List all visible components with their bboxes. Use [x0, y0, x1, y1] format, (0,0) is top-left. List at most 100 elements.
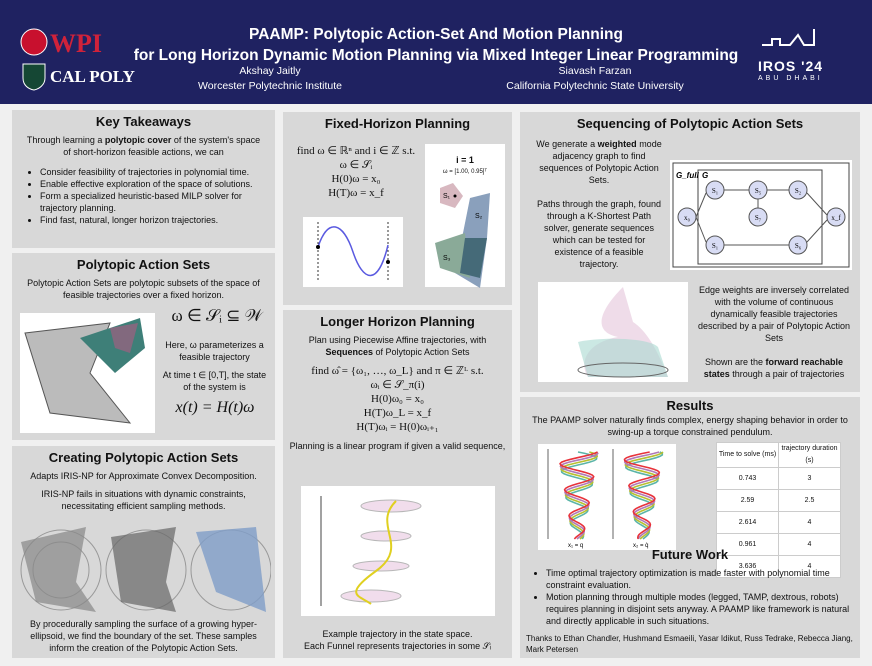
cell: 2.59 [716, 489, 779, 512]
table-row: 0.743 3 [716, 467, 841, 490]
longer-horizon-title: Longer Horizon Planning [320, 314, 475, 329]
polytopic-sets-intro: Polytopic Action Sets are polytopic subs… [27, 278, 260, 300]
parameter-text: Here, ω parameterizes a feasible traject… [165, 340, 264, 362]
creating-p2: IRIS-NP fails in situations with dynamic… [41, 489, 246, 511]
cell: 4 [778, 511, 841, 534]
iros-location: ABU DHABI [758, 75, 823, 82]
fixed-horizon-equations: find ω ∈ ℝⁿ and i ∈ ℤ s.t. ω ∈ 𝒮ᵢ H(0)ω = … [296, 145, 416, 199]
iros-emblem-icon [762, 29, 815, 46]
polytope-figure [20, 313, 155, 433]
creating-p1: Adapts IRIS-NP for Approximate Convex De… [30, 471, 257, 481]
iros-logo: IROS '24 [758, 58, 824, 74]
x-axis-label: x₁ = q [568, 543, 583, 549]
svg-text:S₁: S₁ [712, 187, 718, 195]
longer-horizon-equations: find ω̂ = {ω₁, …, ω_L} and π ∈ ℤᴸ s.t. ωᵢ… [311, 365, 484, 433]
cell: 2.614 [716, 511, 779, 534]
author-2: Siavash Farzan California Polytechnic Sta… [506, 65, 684, 92]
polytopes-plot: S₁ S₂ S₃ [435, 183, 490, 288]
list-item: Form a specialized heuristic-based MILP … [40, 190, 265, 214]
reachable-states-figure [538, 282, 688, 382]
creating-p3: By procedurally sampling the surface of … [29, 619, 258, 653]
calpoly-logo: CAL POLY [50, 67, 135, 86]
figure-caption: Example trajectory in the state space. Ea… [304, 629, 491, 651]
column-header: trajectory duration (s) [778, 442, 841, 468]
sequencing-p1: We generate a weighted mode adjacency gr… [536, 139, 662, 185]
table-row: 3.636 4 [716, 555, 841, 578]
list-item: Time optimal trajectory optimization is … [546, 567, 853, 591]
fixed-horizon-title: Fixed-Horizon Planning [324, 116, 471, 131]
acknowledgements: Thanks to Ethan Chandler, Hushmand Esmae… [526, 634, 853, 654]
svg-text:S₇: S₇ [755, 214, 762, 222]
results-table: Time to solve (ms) trajectory duration (s… [716, 442, 841, 578]
calpoly-shield-icon [22, 63, 46, 91]
list-item: Consider feasibility of trajectories in … [40, 166, 265, 178]
sequencing-panel: Sequencing of Polytopic Action Sets We g… [520, 112, 860, 392]
svg-text:x_f: x_f [831, 214, 841, 222]
polytopic-sets-panel: Polytopic Action Sets Polytopic Action S… [12, 253, 275, 440]
list-item: Enable effective exploration of the spac… [40, 178, 265, 190]
key-takeaways-list: Consider feasibility of trajectories in … [22, 166, 265, 226]
wpi-logo: WPI [50, 29, 102, 58]
longer-horizon-intro: Plan using Piecewise Affine trajectories… [308, 335, 487, 357]
key-takeaways-panel: Key Takeaways Through learning a polytop… [12, 110, 275, 248]
svg-text:S₅: S₅ [755, 187, 762, 195]
polytopic-sets-title: Polytopic Action Sets [76, 257, 211, 272]
pendulum-trajectory-plots: x₁ = q x₂ = q̇ [538, 444, 676, 550]
longer-horizon-panel: Longer Horizon Planning Plan using Piece… [283, 310, 512, 658]
wpi-seal-icon [20, 28, 48, 56]
sequencing-p2: Paths through the graph, found through a… [536, 199, 662, 269]
svg-text:S₂: S₂ [475, 213, 483, 220]
svg-text:x₀: x₀ [684, 214, 691, 222]
trajectory-series [559, 451, 598, 540]
trajectory-series [624, 451, 664, 540]
mode-graph: G_full G x₀ S₁ S₅ S₂ S₇ S₁ S₆ x_f [670, 160, 852, 270]
fixed-horizon-panel: Fixed-Horizon Planning find ω ∈ ℝⁿ and i… [283, 112, 512, 305]
list-item: Motion planning through multiple modes (… [546, 591, 853, 627]
table-row: 2.614 4 [716, 511, 841, 534]
results-title: Results [666, 398, 714, 413]
sampling-figures [20, 527, 271, 612]
cell: 3 [778, 467, 841, 490]
funnel-trajectory-figure [301, 486, 495, 616]
svg-text:S₆: S₆ [795, 242, 802, 250]
trajectory-series [559, 451, 599, 540]
list-item: Find fast, natural, longer horizon traje… [40, 214, 265, 226]
state-equation: x(t) = H(t)ω [175, 399, 255, 416]
x-axis-label: x₂ = q̇ [633, 543, 649, 549]
sequencing-title: Sequencing of Polytopic Action Sets [576, 116, 804, 131]
set-inclusion-equation: ω ∈ 𝒮ᵢ ⊆ 𝒲 [171, 306, 263, 325]
author-1: Akshay Jaitly Worcester Polytechnic Insti… [198, 65, 342, 92]
future-work-list: Time optimal trajectory optimization is … [528, 567, 853, 627]
poster-title: PAAMP: Polytopic Action-Set And Motion P… [133, 26, 739, 64]
column-header: Time to solve (ms) [716, 442, 779, 468]
results-intro: The PAAMP solver naturally finds complex… [532, 415, 848, 437]
trajectory-plot [303, 217, 403, 287]
key-takeaways-title: Key Takeaways [95, 114, 192, 129]
svg-text:S₁: S₁ [712, 242, 718, 250]
future-work-title: Future Work [651, 547, 729, 562]
creating-panel: Creating Polytopic Action Sets Adapts IR… [12, 446, 275, 658]
svg-text:G: G [702, 171, 708, 180]
results-panel: Results The PAAMP solver naturally finds… [520, 397, 860, 658]
state-text: At time t ∈ [0,T], the state of the syst… [162, 370, 267, 392]
action-set-figure: i = 1 ω = [1.00, 0.95]ᵀ S₁ S₂ S₃ [425, 144, 505, 288]
figure-title: i = 1 [456, 155, 474, 165]
poster-header: WPI CAL POLY PAAMP: Polytopic Action-Set… [0, 0, 872, 104]
figure-subtitle: ω = [1.00, 0.95]ᵀ [442, 169, 488, 175]
table-header-row: Time to solve (ms) trajectory duration (s… [716, 442, 841, 468]
sequencing-p4: Shown are the forward reachable states t… [703, 357, 845, 379]
cell: 0.743 [716, 467, 779, 490]
table-row: 2.59 2.5 [716, 489, 841, 512]
svg-text:S₂: S₂ [795, 187, 802, 195]
svg-text:S₁: S₁ [443, 193, 451, 200]
svg-text:G_full: G_full [676, 171, 699, 180]
creating-title: Creating Polytopic Action Sets [48, 450, 239, 465]
cell: 4 [778, 555, 841, 578]
linear-program-note: Planning is a linear program if given a … [289, 441, 506, 451]
sequencing-p3: Edge weights are inversely correlated wi… [697, 285, 851, 343]
cell: 2.5 [778, 489, 841, 512]
svg-text:S₃: S₃ [443, 255, 451, 262]
key-takeaways-intro: Through learning a polytopic cover of th… [26, 135, 261, 157]
trajectory-series [623, 451, 660, 540]
trajectory-series [623, 451, 661, 540]
